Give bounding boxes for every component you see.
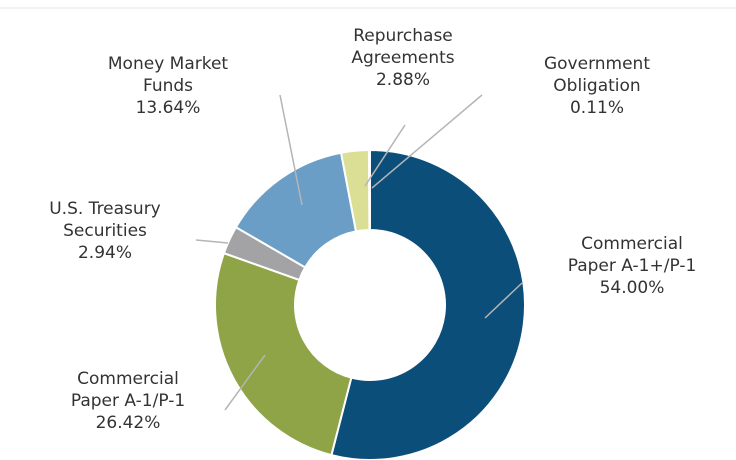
- slice-label: Government Obligation 0.11%: [512, 53, 682, 119]
- slice-label: U.S. Treasury Securities 2.94%: [20, 198, 190, 264]
- value-label: 2.88%: [375, 70, 430, 90]
- value-label: 0.11%: [569, 98, 624, 118]
- value-label: 2.94%: [77, 243, 132, 263]
- slice-label: Repurchase Agreements 2.88%: [318, 25, 488, 91]
- slice: [214, 251, 353, 457]
- category-name: Government Obligation: [543, 54, 651, 96]
- leader-line: [484, 282, 523, 319]
- category-name: U.S. Treasury Securities: [49, 199, 161, 241]
- slice-label: Money Market Funds 13.64%: [83, 53, 253, 119]
- category-name: Commercial Paper A-1+/P-1: [567, 234, 697, 276]
- slice: [367, 148, 371, 232]
- leader-line: [224, 354, 266, 411]
- value-label: 13.64%: [135, 98, 201, 118]
- leader-line: [371, 94, 483, 189]
- category-name: Repurchase Agreements: [351, 26, 455, 68]
- leader-line: [279, 94, 303, 206]
- slice-label: Commercial Paper A-1/P-1 26.42%: [43, 368, 213, 434]
- category-name: Money Market Funds: [107, 54, 229, 96]
- leader-line: [364, 124, 406, 187]
- category-name: Commercial Paper A-1/P-1: [70, 369, 186, 411]
- value-label: 54.00%: [599, 278, 665, 298]
- leader-line: [195, 239, 229, 244]
- slice-label: Commercial Paper A-1+/P-1 54.00%: [547, 233, 717, 299]
- value-label: 26.42%: [95, 413, 161, 433]
- slice: [330, 148, 526, 460]
